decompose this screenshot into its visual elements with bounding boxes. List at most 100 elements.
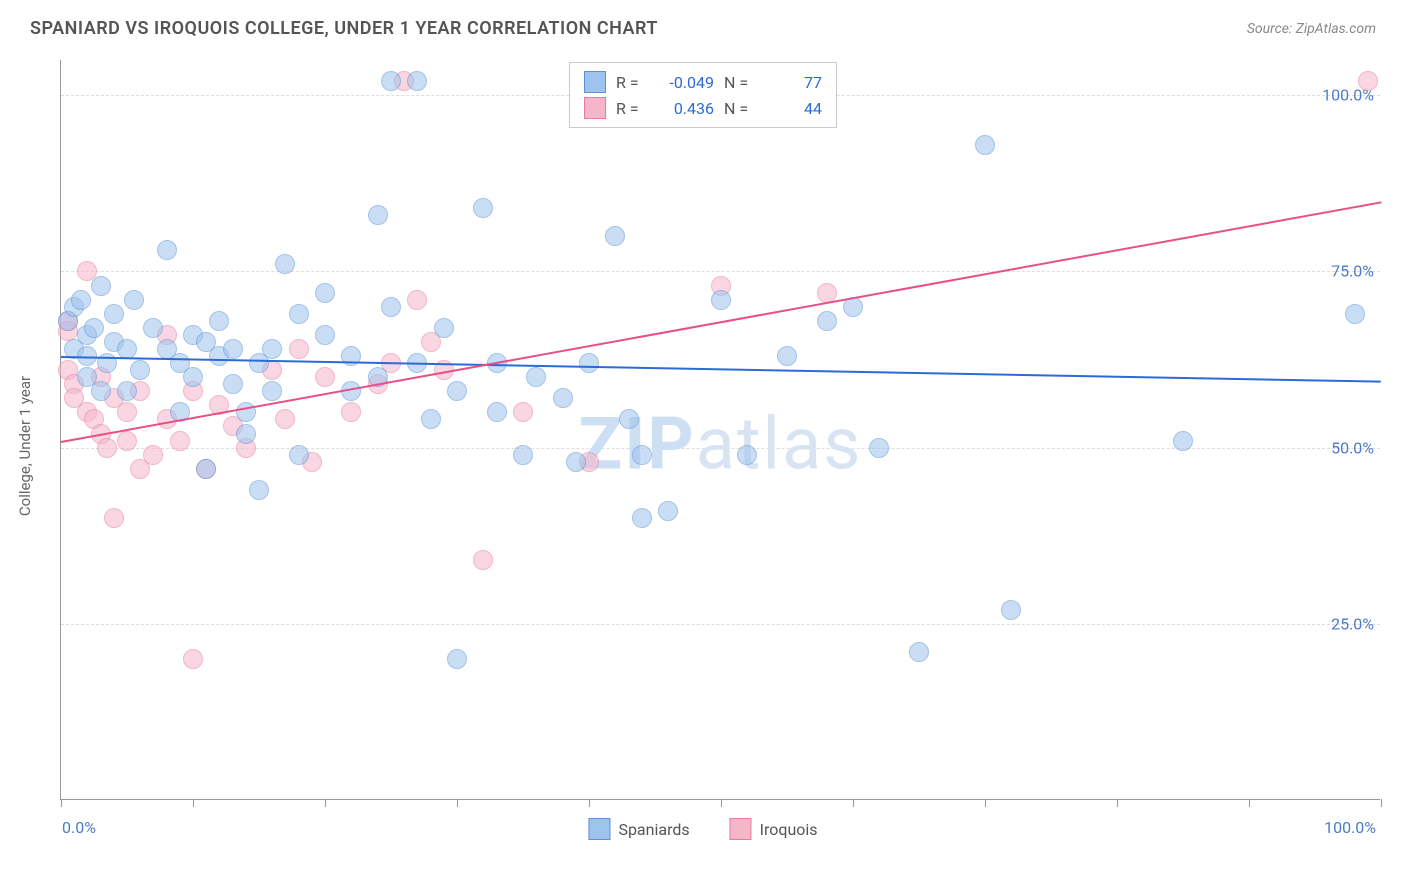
swatch-iroquois	[730, 818, 752, 840]
gridline	[61, 271, 1380, 272]
data-point	[632, 445, 652, 465]
data-point	[579, 353, 599, 373]
data-point	[117, 381, 137, 401]
data-point	[289, 445, 309, 465]
x-tick	[193, 799, 194, 807]
data-point	[315, 367, 335, 387]
data-point	[605, 226, 625, 246]
x-tick	[457, 799, 458, 807]
data-point	[407, 71, 427, 91]
data-point	[117, 431, 137, 451]
data-point	[143, 445, 163, 465]
gridline	[61, 624, 1380, 625]
data-point	[553, 388, 573, 408]
swatch-spaniards	[584, 71, 606, 93]
data-point	[71, 290, 91, 310]
data-point	[1345, 304, 1365, 324]
n-value-iroquois: 44	[762, 99, 822, 118]
r-value-iroquois: 0.436	[654, 99, 714, 118]
swatch-iroquois	[584, 97, 606, 119]
data-point	[869, 438, 889, 458]
data-point	[487, 402, 507, 422]
data-point	[421, 409, 441, 429]
data-point	[566, 452, 586, 472]
legend-row-spaniards: R = -0.049 N = 77	[584, 69, 822, 95]
data-point	[473, 550, 493, 570]
data-point	[130, 360, 150, 380]
data-point	[183, 367, 203, 387]
data-point	[513, 402, 533, 422]
data-point	[104, 508, 124, 528]
legend-item-spaniards: Spaniards	[588, 818, 689, 840]
x-tick	[1249, 799, 1250, 807]
legend-label: Spaniards	[618, 820, 689, 839]
data-point	[817, 311, 837, 331]
data-point	[315, 283, 335, 303]
data-point	[124, 290, 144, 310]
data-point	[513, 445, 533, 465]
data-point	[157, 240, 177, 260]
x-tick	[853, 799, 854, 807]
data-point	[97, 438, 117, 458]
data-point	[91, 276, 111, 296]
x-tick	[1381, 799, 1382, 807]
data-point	[473, 198, 493, 218]
data-point	[711, 290, 731, 310]
n-label: N =	[724, 73, 752, 92]
x-tick	[721, 799, 722, 807]
data-point	[975, 135, 995, 155]
data-point	[447, 649, 467, 669]
n-value-spaniards: 77	[762, 73, 822, 92]
data-point	[209, 311, 229, 331]
data-point	[777, 346, 797, 366]
data-point	[368, 205, 388, 225]
data-point	[170, 431, 190, 451]
legend-label: Iroquois	[760, 820, 818, 839]
x-axis-min-label: 0.0%	[62, 818, 96, 837]
data-point	[262, 381, 282, 401]
data-point	[1001, 600, 1021, 620]
x-tick	[985, 799, 986, 807]
r-label: R =	[616, 73, 644, 92]
data-point	[91, 381, 111, 401]
data-point	[289, 339, 309, 359]
data-point	[143, 318, 163, 338]
data-point	[341, 402, 361, 422]
data-point	[262, 339, 282, 359]
legend-item-iroquois: Iroquois	[730, 818, 818, 840]
y-tick-label: 50.0%	[1331, 438, 1374, 457]
data-point	[236, 424, 256, 444]
r-value-spaniards: -0.049	[654, 73, 714, 92]
data-point	[117, 339, 137, 359]
chart-area: ZIPatlas 25.0%50.0%75.0%100.0%	[60, 60, 1380, 800]
x-tick	[325, 799, 326, 807]
trend-line	[61, 201, 1381, 443]
x-tick	[61, 799, 62, 807]
data-point	[275, 254, 295, 274]
data-point	[84, 318, 104, 338]
y-axis-label: College, Under 1 year	[16, 376, 34, 516]
data-point	[196, 459, 216, 479]
source-label: Source: ZipAtlas.com	[1247, 21, 1376, 37]
r-label: R =	[616, 99, 644, 118]
data-point	[909, 642, 929, 662]
data-point	[658, 501, 678, 521]
data-point	[407, 290, 427, 310]
data-point	[249, 480, 269, 500]
correlation-legend: R = -0.049 N = 77 R = 0.436 N = 44	[569, 62, 837, 128]
legend-row-iroquois: R = 0.436 N = 44	[584, 95, 822, 121]
x-tick	[1117, 799, 1118, 807]
swatch-spaniards	[588, 818, 610, 840]
data-point	[737, 445, 757, 465]
data-point	[381, 297, 401, 317]
data-point	[223, 339, 243, 359]
data-point	[526, 367, 546, 387]
data-point	[619, 409, 639, 429]
y-tick-label: 75.0%	[1331, 262, 1374, 281]
data-point	[183, 649, 203, 669]
data-point	[381, 71, 401, 91]
chart-title: SPANIARD VS IROQUOIS COLLEGE, UNDER 1 YE…	[30, 18, 658, 39]
data-point	[315, 325, 335, 345]
data-point	[1358, 71, 1378, 91]
data-point	[434, 318, 454, 338]
